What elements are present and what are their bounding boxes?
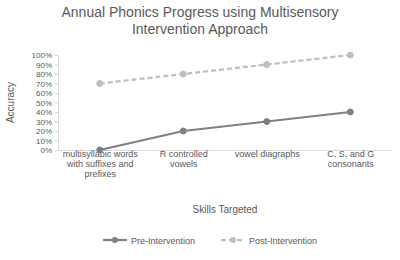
tick-mark bbox=[55, 55, 58, 56]
legend-label: Pre-Intervention bbox=[131, 236, 195, 246]
tick-label: 10% bbox=[36, 137, 52, 146]
series bbox=[97, 52, 354, 87]
tick-mark bbox=[55, 84, 58, 85]
legend-item: Pre-Intervention bbox=[103, 236, 195, 246]
tick-label: 90% bbox=[36, 61, 52, 70]
text-line: C, S, and G bbox=[327, 149, 374, 159]
legend-label: Post-Intervention bbox=[249, 236, 317, 246]
marker bbox=[180, 128, 186, 134]
tick-mark bbox=[55, 112, 58, 113]
tick-mark bbox=[55, 74, 58, 75]
tick-mark bbox=[55, 141, 58, 142]
tick-mark bbox=[55, 122, 58, 123]
marker bbox=[97, 81, 103, 87]
tick: 80% bbox=[36, 70, 58, 79]
text-line: R controlled bbox=[160, 149, 208, 159]
tick-label: multisyllabic wordswith suffixes andpref… bbox=[63, 149, 139, 179]
marker bbox=[180, 71, 186, 77]
tick-mark bbox=[55, 150, 58, 151]
marker bbox=[97, 147, 103, 153]
tick-label: 30% bbox=[36, 118, 52, 127]
tick: 30% bbox=[36, 118, 58, 127]
tick-label: 60% bbox=[36, 89, 52, 98]
tick-label: C, S, and Gconsonants bbox=[327, 149, 374, 169]
marker bbox=[347, 109, 353, 115]
marker bbox=[347, 52, 353, 58]
tick: 100% bbox=[32, 51, 58, 60]
tick-label: 50% bbox=[36, 99, 52, 108]
tick-label: R controlledvowels bbox=[160, 149, 208, 169]
tick: R controlledvowels bbox=[160, 149, 208, 169]
tick-label: 80% bbox=[36, 70, 52, 79]
text-line: Annual Phonics Progress using Multisenso… bbox=[61, 4, 338, 20]
marker bbox=[264, 119, 270, 125]
plot-area bbox=[97, 52, 354, 153]
tick: vowel diagraphs bbox=[235, 149, 301, 159]
text-line: vowels bbox=[170, 159, 198, 169]
tick: 50% bbox=[36, 99, 58, 108]
marker bbox=[264, 62, 270, 68]
x-axis-title: Skills Targeted bbox=[193, 204, 258, 215]
tick: 90% bbox=[36, 61, 58, 70]
line bbox=[100, 112, 351, 150]
x-axis: multisyllabic wordswith suffixes andpref… bbox=[59, 149, 393, 179]
tick: 10% bbox=[36, 137, 58, 146]
tick: 0% bbox=[40, 146, 58, 155]
tick-label: 100% bbox=[32, 51, 52, 60]
tick-label: 0% bbox=[40, 146, 52, 155]
legend-marker bbox=[112, 237, 118, 243]
y-axis: 0%10%20%30%40%50%60%70%80%90%100% bbox=[32, 51, 59, 155]
chart: Annual Phonics Progress using Multisenso… bbox=[0, 0, 400, 260]
tick: 60% bbox=[36, 89, 58, 98]
tick-mark bbox=[55, 103, 58, 104]
tick-mark bbox=[55, 65, 58, 66]
tick-mark bbox=[55, 131, 58, 132]
tick: 70% bbox=[36, 80, 58, 89]
y-axis-title: Accuracy bbox=[5, 82, 16, 123]
legend: Pre-Intervention Post-Intervention bbox=[103, 236, 317, 246]
tick: multisyllabic wordswith suffixes andpref… bbox=[63, 149, 139, 179]
tick: C, S, and Gconsonants bbox=[327, 149, 374, 169]
text-line: prefixes bbox=[84, 169, 116, 179]
text-line: Intervention Approach bbox=[132, 21, 268, 37]
tick: 20% bbox=[36, 127, 58, 136]
tick-label: 40% bbox=[36, 108, 52, 117]
text-line: with suffixes and bbox=[66, 159, 133, 169]
tick-label: 20% bbox=[36, 127, 52, 136]
legend-item: Post-Intervention bbox=[221, 236, 317, 246]
tick-label: vowel diagraphs bbox=[235, 149, 301, 159]
title: Annual Phonics Progress using Multisenso… bbox=[61, 4, 338, 37]
tick: 40% bbox=[36, 108, 58, 117]
tick-mark bbox=[55, 93, 58, 94]
series bbox=[97, 109, 354, 153]
text-line: vowel diagraphs bbox=[235, 149, 301, 159]
tick-label: 70% bbox=[36, 80, 52, 89]
axis-line bbox=[58, 56, 59, 151]
text-line: consonants bbox=[328, 159, 375, 169]
legend-marker bbox=[230, 237, 236, 243]
line bbox=[100, 55, 351, 84]
